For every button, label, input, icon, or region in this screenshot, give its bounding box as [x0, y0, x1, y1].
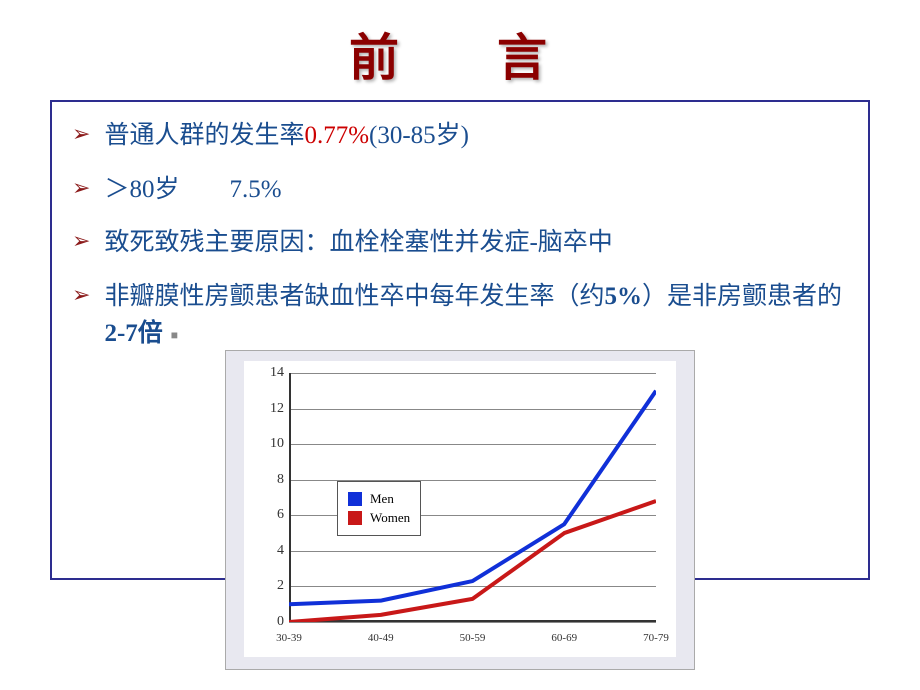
- bullet-text: 非瓣膜性房颤患者缺血性卒中每年发生率（约5%）是非房颤患者的2-7倍■: [104, 278, 848, 353]
- chart-plot-area: 0246810121430-3940-4950-5960-6970-79MenW…: [289, 373, 656, 622]
- y-tick-label: 14: [259, 365, 284, 381]
- y-tick-label: 8: [259, 472, 284, 488]
- bullet-text: 普通人群的发生率0.77%(30-85岁): [104, 117, 848, 155]
- bullet-marker-icon: ➢: [72, 278, 90, 311]
- chart-legend: Men Women: [337, 481, 421, 536]
- legend-swatch: [348, 511, 362, 525]
- bullet-item: ➢ 致死致残主要原因：血栓栓塞性并发症-脑卒中: [72, 224, 848, 262]
- x-tick-label: 70-79: [643, 632, 669, 644]
- y-tick-label: 0: [259, 614, 284, 630]
- bullet-item: ➢ 非瓣膜性房颤患者缺血性卒中每年发生率（约5%）是非房颤患者的2-7倍■: [72, 278, 848, 353]
- x-tick-label: 30-39: [276, 632, 302, 644]
- y-tick-label: 10: [259, 436, 284, 452]
- chart-panel: 0 2 4 6 8 10 12 14 30-39 40-49 50-59 60-69 70-79 Men W…: [244, 361, 676, 657]
- dot-icon: ■: [171, 328, 178, 342]
- legend-item: Women: [348, 510, 410, 526]
- legend-item: Men: [348, 491, 410, 507]
- x-tick-label: 50-59: [460, 632, 486, 644]
- x-tick-label: 60-69: [551, 632, 577, 644]
- bullet-marker-icon: ➢: [72, 117, 90, 150]
- bullet-item: ➢ ＞80岁 7.5%: [72, 171, 848, 209]
- legend-label: Women: [370, 510, 410, 526]
- y-tick-label: 4: [259, 543, 284, 559]
- legend-label: Men: [370, 491, 394, 507]
- bullet-item: ➢ 普通人群的发生率0.77%(30-85岁): [72, 117, 848, 155]
- y-tick-label: 2: [259, 578, 284, 594]
- y-tick-label: 12: [259, 401, 284, 417]
- page-title: 前 言: [0, 0, 920, 100]
- bullet-text: ＞80岁 7.5%: [104, 171, 848, 209]
- grid-line: [289, 622, 656, 623]
- y-tick-label: 6: [259, 507, 284, 523]
- legend-swatch: [348, 492, 362, 506]
- bullet-list: ➢ 普通人群的发生率0.77%(30-85岁) ➢ ＞80岁 7.5% ➢ 致死致残主要原…: [72, 117, 848, 353]
- line-chart: 0 2 4 6 8 10 12 14 30-39 40-49 50-59 60-69 70-79 Men W…: [225, 350, 695, 670]
- bullet-text: 致死致残主要原因：血栓栓塞性并发症-脑卒中: [104, 224, 848, 262]
- x-tick-label: 40-49: [368, 632, 394, 644]
- bullet-marker-icon: ➢: [72, 171, 90, 204]
- bullet-marker-icon: ➢: [72, 224, 90, 257]
